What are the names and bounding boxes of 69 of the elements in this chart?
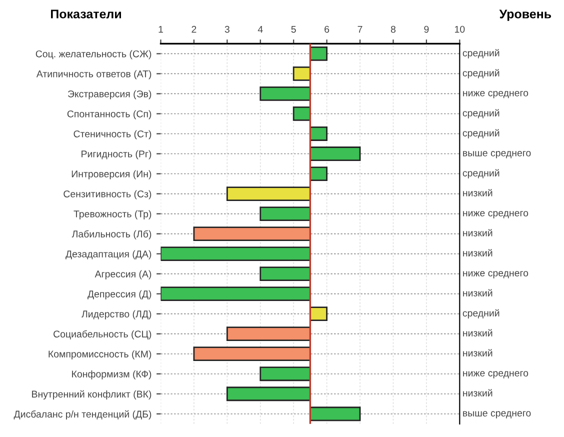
bar (310, 146, 361, 161)
x-tick-label: 4 (258, 26, 263, 33)
text: средний (462, 169, 500, 178)
text: низкий (463, 349, 492, 356)
y-tick-label: Агрессия (А) (94, 270, 152, 280)
x-tick-label: 8 (390, 26, 396, 33)
y-tick-label: Стеничность (Ст) (74, 130, 152, 140)
x-tick-label: 9 (424, 26, 429, 33)
x-tick-label: 2 (192, 26, 196, 33)
bar (310, 46, 328, 61)
text: низкий (463, 189, 492, 196)
text: низкий (463, 389, 492, 396)
bar (310, 306, 328, 322)
bar (193, 226, 311, 241)
text: ниже среднего (463, 371, 528, 378)
y-tick-label: Спонтанность (Сп) (67, 110, 152, 120)
text: низкий (463, 249, 492, 256)
y-tick-label: Соц. желательность (СЖ) (36, 50, 152, 60)
y-tick-label: Депрессия (Д) (88, 290, 152, 300)
bar (193, 346, 311, 362)
bar (260, 266, 311, 282)
bar (310, 126, 328, 141)
y-axis-title: Показатели (51, 10, 121, 18)
y-tick-label: Ригидность (Рг) (82, 150, 152, 160)
y-tick-label: Компромиссность (КМ) (48, 350, 152, 360)
y-tick-label: Дисбаланс р/н тенденций (ДБ) (14, 410, 152, 420)
x-tick-label: 5 (291, 26, 296, 33)
text: средний (462, 69, 500, 78)
bar (310, 406, 361, 422)
bar (260, 86, 311, 101)
bar (160, 246, 311, 262)
text: ниже среднего (463, 271, 528, 278)
y-tick-label: Тревожность (Тр) (74, 210, 152, 220)
bar (260, 366, 311, 382)
y-tick-label: Интроверсия (Ин) (72, 170, 152, 180)
text: средний (462, 129, 500, 138)
bar (292, 106, 311, 121)
bar (226, 386, 311, 402)
y-tick-label: Внутренний конфликт (ВК) (32, 390, 152, 400)
y-tick-label: Конформизм (КФ) (72, 370, 152, 380)
y-tick-label: Экстраверсия (Эв) (68, 90, 152, 100)
x-tick-label: 7 (358, 26, 362, 33)
bar (226, 326, 311, 342)
text: ниже среднего (463, 211, 528, 218)
y-tick-label: Лидерство (ЛД) (82, 310, 152, 320)
text: низкий (463, 229, 492, 236)
text: низкий (463, 329, 492, 336)
x-tick-label: 10 (454, 26, 465, 33)
bar (260, 206, 311, 221)
y-tick-label: Лабильность (Лб) (72, 230, 152, 240)
text: низкий (463, 289, 492, 296)
y-tick-label: Дезадаптация (ДА) (66, 250, 152, 260)
y-tick-label: Сензитивность (Сз) (64, 190, 152, 200)
x-tick-label: 3 (224, 26, 230, 33)
x-tick-label: 1 (158, 26, 163, 33)
text: средний (462, 109, 500, 118)
text: средний (462, 309, 500, 318)
text: выше среднего (463, 151, 531, 158)
y-tick-label: Социабельность (СЦ) (54, 330, 152, 340)
bar (226, 186, 311, 201)
y2-axis-title: Уровень (499, 10, 552, 21)
y-tick-label: Атипичность ответов (АТ) (36, 70, 152, 80)
bar (160, 286, 311, 302)
x-tick-label: 6 (324, 26, 330, 33)
text: ниже среднего (463, 91, 528, 98)
bar (292, 66, 311, 81)
text: средний (462, 49, 500, 58)
text: выше среднего (463, 411, 531, 418)
bar (310, 166, 328, 181)
